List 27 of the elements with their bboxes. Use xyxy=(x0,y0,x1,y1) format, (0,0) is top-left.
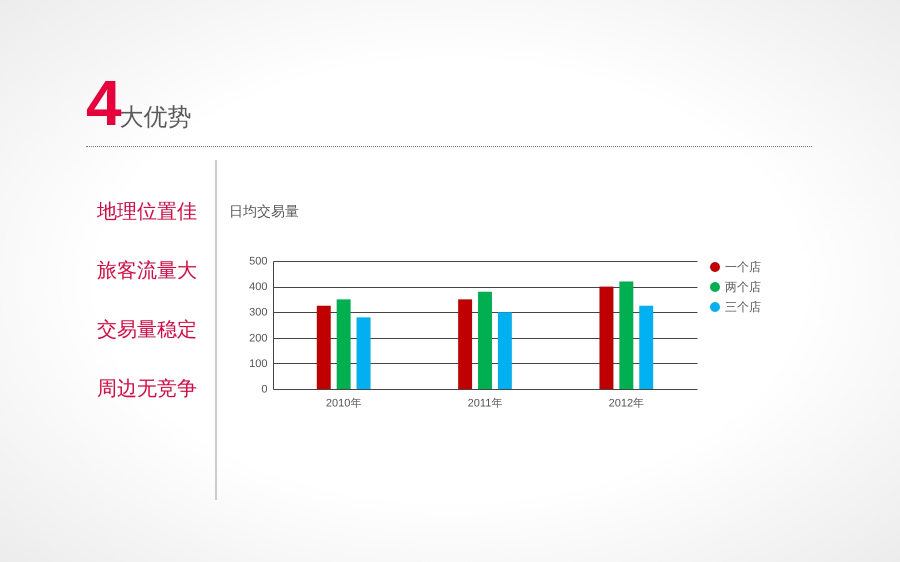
bar xyxy=(498,312,512,389)
text: 周边无竞争 xyxy=(97,377,197,402)
y-tick-label: 200 xyxy=(249,332,268,344)
x-tick-label: 2010年 xyxy=(326,398,362,410)
y-tick-label: 300 xyxy=(249,306,268,319)
chart-subtitle: 日均交易量 xyxy=(229,203,299,221)
bar xyxy=(639,306,654,389)
bar xyxy=(356,317,371,389)
legend-label: 两个店 xyxy=(725,280,761,294)
text: 交易量稳定 xyxy=(97,318,197,343)
bar xyxy=(458,299,472,389)
x-tick-label: 2011年 xyxy=(468,398,502,410)
bar xyxy=(316,306,331,389)
x-tick-label: 2012年 xyxy=(608,398,644,410)
bar xyxy=(478,292,492,389)
text: 旅客流量大 xyxy=(97,259,197,284)
bar xyxy=(599,286,614,389)
legend-label: 一个店 xyxy=(725,260,761,274)
y-tick-label: 400 xyxy=(249,281,268,294)
y-tick-label: 500 xyxy=(249,256,268,268)
bar xyxy=(336,299,351,389)
text: 地理位置佳 xyxy=(97,200,197,225)
chart-title: 4大优势 xyxy=(86,66,192,140)
legend-label: 三个店 xyxy=(725,300,761,314)
y-tick-label: 100 xyxy=(249,358,268,370)
y-tick-label: 0 xyxy=(261,384,268,396)
bar xyxy=(619,281,634,389)
